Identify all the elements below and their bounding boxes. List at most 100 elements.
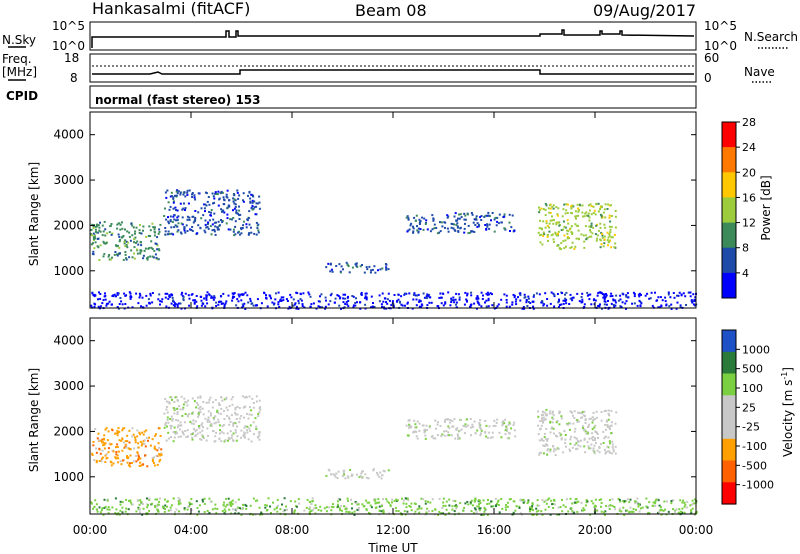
- power-cell: [606, 231, 609, 234]
- velocity-cell: [405, 502, 408, 505]
- velocity-cell: [594, 430, 597, 433]
- velocity-cell: [479, 507, 482, 510]
- power-cell: [319, 295, 321, 298]
- velocity-cell: [576, 447, 579, 450]
- velocity-cell: [507, 423, 510, 426]
- velocity-cell: [512, 424, 515, 426]
- power-cell: [317, 300, 320, 303]
- power-cell: [668, 305, 671, 308]
- power-cell: [466, 213, 469, 216]
- velocity-cell: [197, 414, 200, 417]
- power-cell: [136, 240, 139, 243]
- velocity-cell: [147, 504, 149, 507]
- velocity-cell: [658, 510, 661, 513]
- velocity-cell: [251, 397, 254, 400]
- power-cell: [167, 222, 170, 225]
- power-cell: [234, 233, 237, 236]
- power-cell: [118, 240, 121, 243]
- power-cell: [149, 292, 152, 295]
- velocity-cell: [406, 497, 409, 500]
- power-cell: [539, 241, 542, 244]
- velocity-cell: [490, 500, 493, 503]
- velocity-cell: [691, 499, 694, 502]
- velocity-cell: [178, 501, 180, 504]
- velocity-cell: [374, 498, 377, 501]
- velocity-ylabel: Slant Range [km]: [27, 368, 41, 472]
- velocity-cell: [197, 412, 200, 415]
- power-cell: [456, 225, 459, 228]
- power-cell: [265, 294, 267, 297]
- power-cell: [563, 225, 566, 228]
- velocity-cell: [234, 501, 237, 504]
- velocity-cell: [389, 504, 392, 507]
- power-cell: [241, 227, 244, 229]
- power-cell: [232, 197, 235, 200]
- velocity-cell: [372, 469, 375, 472]
- velocity-colorbar-label-end: ]: [781, 367, 795, 372]
- velocity-cell: [607, 418, 610, 421]
- velocity-cell: [282, 510, 285, 513]
- velocity-cell: [259, 408, 262, 411]
- power-cell: [208, 293, 211, 296]
- velocity-cell: [96, 437, 99, 440]
- velocity-cell: [432, 437, 435, 440]
- velocity-cell: [169, 418, 172, 420]
- velocity-cell: [143, 442, 146, 445]
- power-colorbar-tick-label: 8: [742, 242, 749, 255]
- power-cell: [382, 300, 385, 303]
- power-cell: [263, 292, 266, 295]
- power-cell: [371, 305, 374, 308]
- velocity-cell: [376, 471, 378, 474]
- velocity-cell: [167, 509, 170, 512]
- velocity-cell: [543, 445, 546, 447]
- velocity-cell: [383, 470, 386, 473]
- velocity-cell: [341, 475, 344, 478]
- velocity-cell: [505, 429, 508, 432]
- velocity-cell: [202, 426, 205, 429]
- velocity-cell: [365, 476, 368, 479]
- velocity-cell: [119, 509, 122, 512]
- velocity-cell: [281, 503, 283, 506]
- power-cell: [173, 214, 176, 217]
- velocity-cell: [126, 434, 129, 437]
- power-cell: [118, 303, 121, 305]
- power-cell: [455, 292, 458, 295]
- velocity-colorbar-tick-label: 500: [742, 363, 763, 376]
- velocity-cell: [338, 507, 341, 510]
- velocity-cell: [160, 448, 163, 451]
- velocity-colorbar-label: Velocity [m s-1]: [780, 367, 795, 457]
- velocity-cell: [537, 410, 539, 413]
- power-cell: [172, 201, 175, 204]
- power-cell: [155, 256, 158, 259]
- velocity-cell: [122, 441, 125, 444]
- velocity-cell: [95, 503, 98, 506]
- power-cell: [538, 293, 541, 296]
- velocity-cell: [107, 506, 110, 509]
- velocity-cell: [151, 438, 154, 441]
- power-cell: [116, 306, 119, 308]
- power-cell: [483, 216, 486, 218]
- velocity-cell: [682, 499, 685, 502]
- power-cell: [147, 256, 150, 259]
- velocity-cell: [95, 461, 98, 464]
- velocity-cell: [582, 507, 585, 510]
- power-cell: [299, 292, 302, 295]
- power-cell: [272, 303, 275, 306]
- velocity-cell: [408, 419, 411, 422]
- velocity-cell: [136, 499, 139, 502]
- velocity-cell: [584, 418, 587, 421]
- power-cell: [400, 303, 403, 306]
- velocity-cell: [100, 509, 103, 512]
- power-cell: [599, 303, 601, 306]
- power-cell: [378, 300, 381, 303]
- velocity-cell: [151, 457, 154, 459]
- power-cell: [412, 230, 415, 233]
- velocity-cell: [258, 434, 261, 437]
- velocity-cell: [289, 500, 292, 503]
- power-cell: [156, 244, 159, 247]
- velocity-cell: [684, 503, 687, 506]
- power-cell: [546, 304, 549, 307]
- velocity-cell: [100, 457, 103, 460]
- power-cell: [469, 304, 472, 307]
